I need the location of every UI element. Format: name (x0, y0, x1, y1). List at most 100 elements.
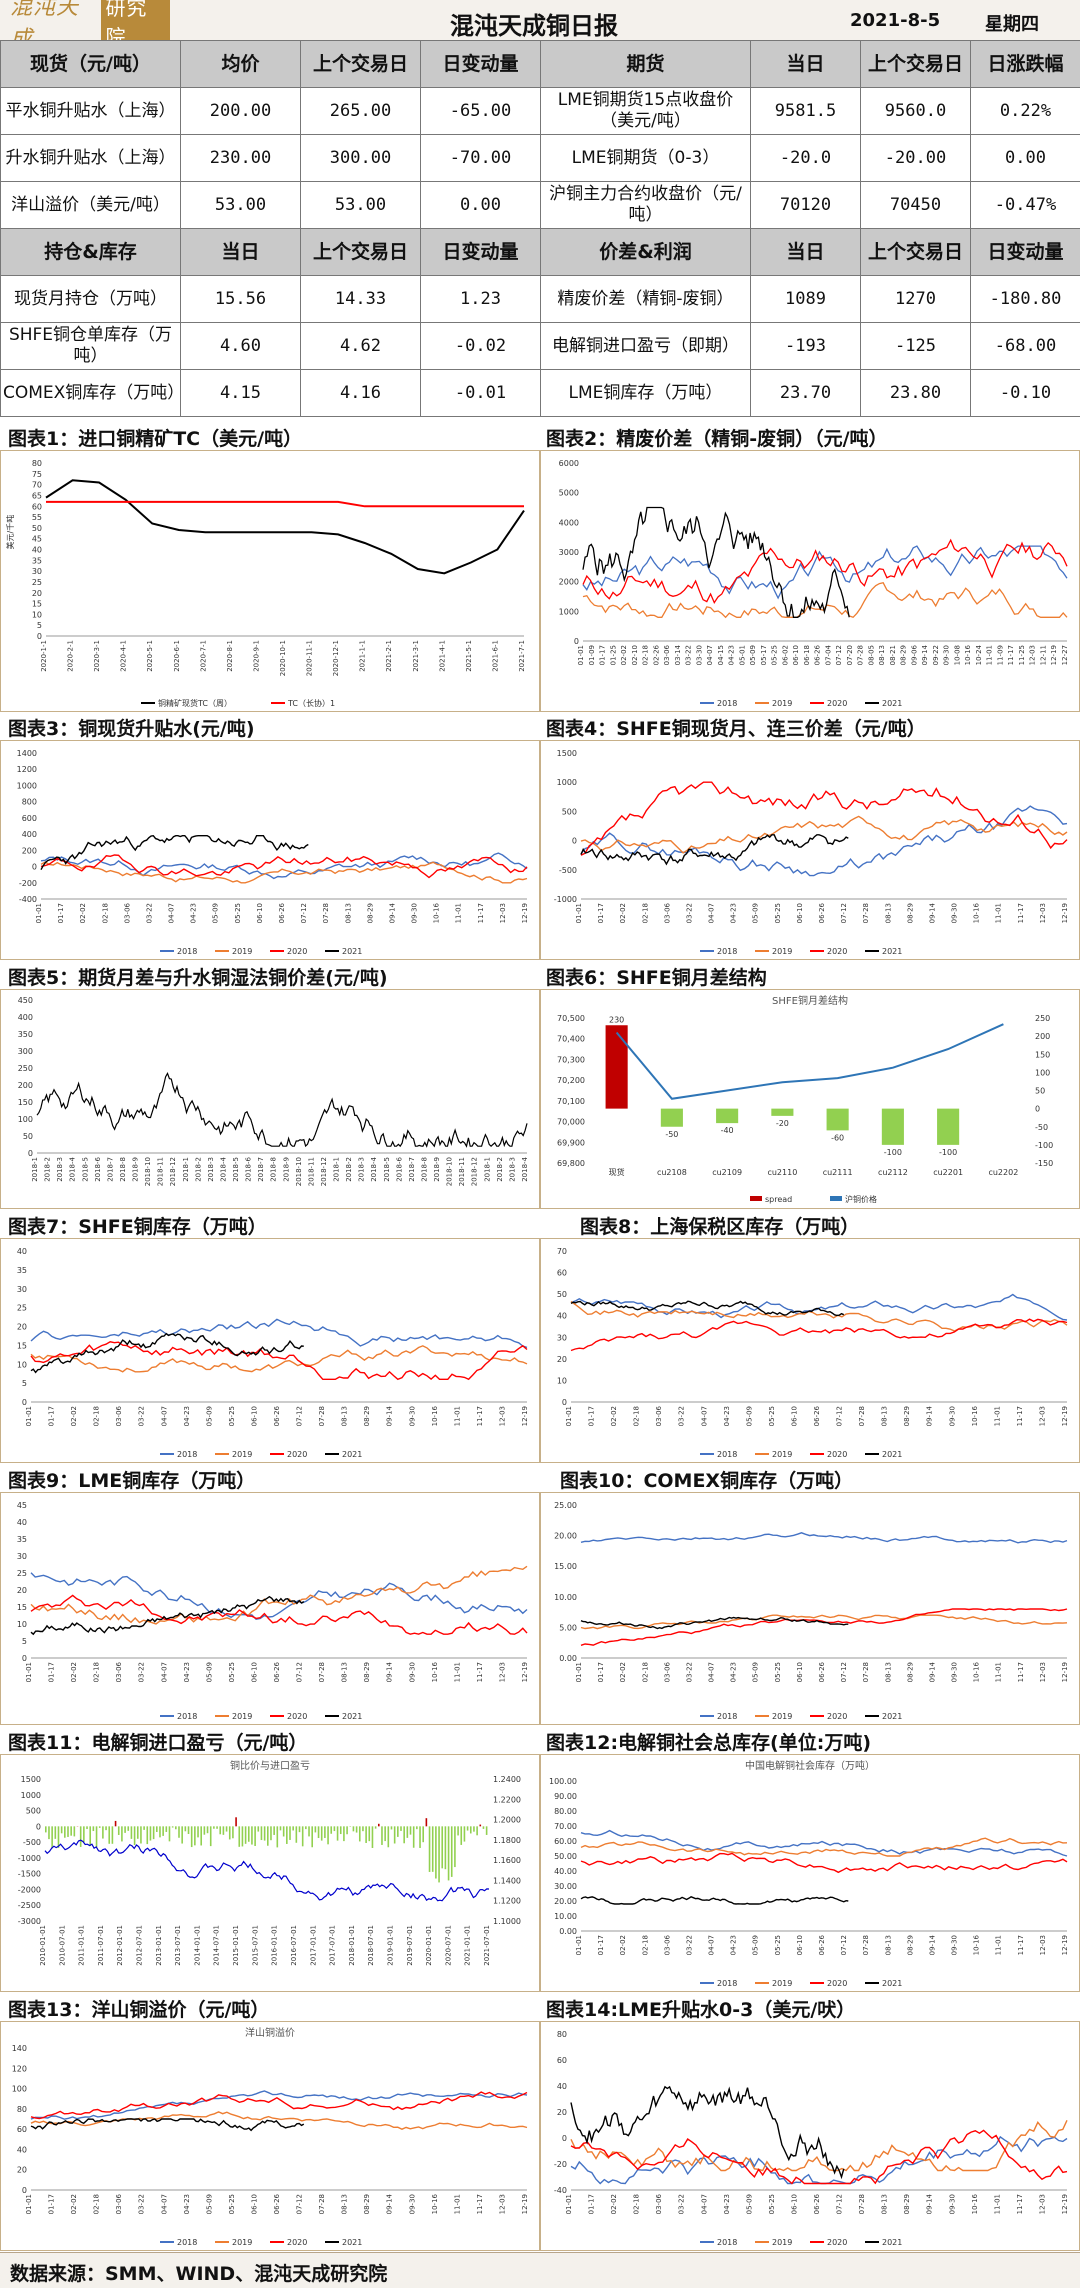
x-tick-label: 07-28 (858, 2194, 866, 2214)
x-tick-label: 08-13 (341, 1662, 349, 1682)
row-label: 洋山溢价（美元/吨） (1, 182, 181, 229)
x-tick-label: 11-17 (1017, 1662, 1025, 1682)
x-tick-label: 07-28 (862, 1662, 870, 1682)
x-tick-label: 10-16 (973, 1661, 981, 1682)
x-tick-label: 06-26 (273, 1405, 281, 1426)
x-tick-label: cu2202 (988, 1168, 1018, 1177)
profit-bar (105, 1826, 107, 1830)
x-tick-label: 04-23 (730, 1935, 738, 1955)
y-tick-label: 5 (22, 1379, 27, 1388)
profit-bar (305, 1826, 307, 1829)
y-tick-label: 35 (32, 556, 42, 565)
x-tick-label: 08-13 (881, 2194, 889, 2214)
x-tick-label: 01-09 (588, 645, 596, 665)
profit-bar (102, 1826, 104, 1838)
x-tick-label: 09-14 (388, 902, 396, 923)
price-line (617, 1024, 1004, 1099)
series-line (31, 1346, 527, 1372)
table-cell: 230.00 (181, 135, 301, 182)
x-tick-label: 02-18 (641, 1662, 649, 1682)
x-tick-label: 05-25 (234, 903, 242, 923)
chart-caption: 图表13：洋山铜溢价（元/吨） (8, 1995, 269, 2022)
y-tick-label: 80 (557, 2030, 567, 2039)
profit-bar (143, 1826, 145, 1830)
x-tick-label: 02-02 (619, 1935, 627, 1955)
x-tick-label: 2014-07-01 (213, 1925, 221, 1966)
series-line (581, 816, 1067, 853)
x-tick-label: 04-07 (708, 903, 716, 923)
chart-caption: 图表8：上海保税区库存（万吨） (580, 1212, 859, 1239)
x-tick-label: 04-23 (730, 903, 738, 923)
table-header-cell: 当日 (751, 229, 861, 276)
x-tick-label: 12-19 (1061, 1406, 1069, 1426)
legend-label: 2021 (882, 699, 902, 708)
legend-label: 2019 (232, 947, 252, 956)
table-cell: 200.00 (181, 88, 301, 135)
table-cell: -0.01 (421, 370, 541, 417)
y-tick-label: 25 (17, 1304, 27, 1313)
x-tick-label: 04-07 (160, 1662, 168, 1682)
legend-label: 2021 (882, 1712, 902, 1721)
y-tick-label: 40 (557, 2082, 567, 2091)
x-tick-label: 2018-5 (383, 1157, 391, 1182)
profit-bar (483, 1826, 485, 1829)
x-tick-label: 01-25 (609, 645, 617, 665)
x-tick-label: 02-02 (70, 1406, 78, 1426)
table-cell: -68.00 (971, 323, 1080, 370)
y-tick-label: 25 (17, 1569, 27, 1578)
y-tick-label: 10 (557, 1376, 567, 1385)
legend-label: 2021 (342, 2238, 362, 2247)
x-tick-label: 12-03 (498, 2194, 506, 2214)
profit-bar (219, 1826, 221, 1834)
y-tick-label: 20 (17, 1586, 27, 1595)
x-tick-label: 05-09 (749, 645, 757, 665)
x-tick-label: 2018-5 (232, 1157, 240, 1182)
x-tick-label: 06-10 (790, 2194, 798, 2214)
legend-label: 2018 (717, 1450, 737, 1459)
profit-bar (200, 1826, 202, 1845)
profit-bar (229, 1826, 231, 1839)
legend-label: 2021 (342, 947, 362, 956)
x-tick-label: 2018-4 (521, 1156, 529, 1181)
y-tick-label: 70 (32, 481, 42, 490)
spread-bar (606, 1025, 628, 1108)
y-tick-label: 20.00 (554, 1532, 577, 1541)
legend-label: 2020 (287, 947, 307, 956)
chart-caption: 图表5：期货月差与升水铜湿法铜价差(元/吨) (8, 963, 388, 990)
x-tick-label: 08-13 (884, 1662, 892, 1682)
x-tick-label: 2018-10 (295, 1157, 303, 1186)
x-tick-label: 12-19 (1061, 2194, 1069, 2214)
table-cell: 4.60 (181, 323, 301, 370)
x-tick-label: 12-19 (521, 903, 529, 923)
y-tick-label: 15 (17, 1603, 27, 1612)
y-tick-label: -40 (554, 2186, 567, 2195)
x-tick-label: 2018-3 (56, 1157, 64, 1182)
y-tick-label: 100 (18, 1115, 33, 1124)
x-tick-label: 06-26 (273, 1661, 281, 1682)
profit-bar (61, 1826, 63, 1833)
profit-bar (464, 1826, 466, 1841)
profit-bar (400, 1826, 402, 1831)
profit-bar (223, 1826, 225, 1835)
x-tick-label: 2018-10 (144, 1157, 152, 1186)
table-cell: 53.00 (301, 182, 421, 229)
profit-bar (124, 1826, 126, 1833)
x-tick-label: 2018-4 (219, 1156, 227, 1181)
y-tick-label: 150 (18, 1098, 33, 1107)
x-tick-label: 10-16 (431, 1661, 439, 1682)
profit-bar (267, 1826, 269, 1845)
table-cell: 4.15 (181, 370, 301, 417)
x-tick-label: 04-07 (700, 2194, 708, 2214)
x-tick-label: 2021-7-1 (518, 640, 526, 672)
profit-bar (232, 1826, 234, 1838)
table-cell: -65.00 (421, 88, 541, 135)
x-tick-label: 2018-3 (207, 1157, 215, 1182)
x-tick-label: 2021-01-01 (464, 1925, 472, 1966)
y-tick-label: -400 (19, 895, 37, 904)
